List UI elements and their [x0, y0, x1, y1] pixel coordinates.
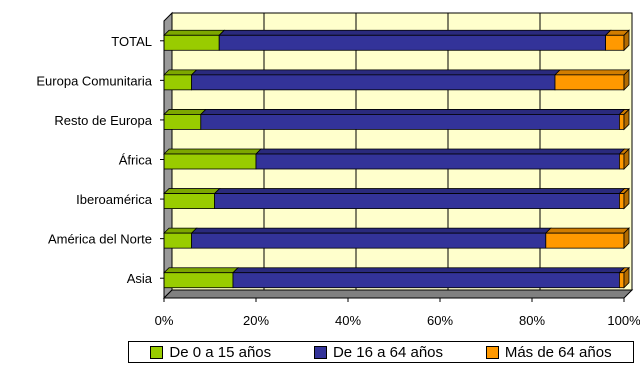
x-tick-label-0: 0% — [155, 313, 174, 328]
bar-1-1-top — [192, 70, 560, 75]
legend-swatch-2 — [486, 346, 499, 359]
bar-0-2 — [606, 35, 624, 50]
bar-4-0 — [164, 194, 215, 209]
bar-2-2 — [619, 114, 624, 129]
bar-3-0-top — [164, 149, 261, 154]
x-tick-label-2: 40% — [335, 313, 361, 328]
bar-1-2-top — [555, 70, 629, 75]
legend-label-1: De 16 a 64 años — [333, 344, 443, 361]
legend-swatch-1 — [314, 346, 327, 359]
legend-item-0: De 0 a 15 años — [150, 344, 271, 361]
legend-item-1: De 16 a 64 años — [314, 344, 443, 361]
bar-3-2 — [619, 154, 624, 169]
bar-3-1 — [256, 154, 619, 169]
category-label-6: Asia — [127, 271, 153, 286]
bar-5-1 — [192, 233, 546, 248]
bar-3-1-top — [256, 149, 624, 154]
bar-6-1 — [233, 273, 619, 288]
bar-1-0-top — [164, 70, 197, 75]
category-label-2: Resto de Europa — [54, 113, 152, 128]
bar-4-1-top — [215, 189, 625, 194]
legend-label-0: De 0 a 15 años — [169, 344, 271, 361]
bar-2-0-top — [164, 109, 206, 114]
chart-legend: De 0 a 15 años De 16 a 64 años Más de 64… — [128, 341, 634, 363]
bar-4-2 — [619, 194, 624, 209]
x-tick-label-3: 60% — [427, 313, 453, 328]
bar-0-0-top — [164, 30, 224, 35]
legend-swatch-0 — [150, 346, 163, 359]
bar-6-2 — [619, 273, 624, 288]
bar-2-1-top — [201, 109, 625, 114]
x-tick-label-5: 100% — [607, 313, 640, 328]
bar-1-2 — [555, 75, 624, 90]
category-label-1: Europa Comunitaria — [36, 73, 152, 88]
plot-floor — [164, 290, 632, 298]
bar-5-1-top — [192, 228, 551, 233]
bar-6-1-top — [233, 268, 624, 273]
x-tick-label-4: 80% — [519, 313, 545, 328]
category-label-4: Iberoamérica — [76, 192, 153, 207]
bar-5-2-top — [546, 228, 629, 233]
bar-0-1 — [219, 35, 605, 50]
bar-2-1 — [201, 114, 620, 129]
bar-1-1 — [192, 75, 555, 90]
bar-4-1 — [215, 194, 620, 209]
legend-item-2: Más de 64 años — [486, 344, 612, 361]
x-tick-label-1: 20% — [243, 313, 269, 328]
bar-6-0 — [164, 273, 233, 288]
bar-1-0 — [164, 75, 192, 90]
bar-3-0 — [164, 154, 256, 169]
category-label-3: África — [119, 153, 153, 168]
legend-label-2: Más de 64 años — [505, 344, 612, 361]
bar-5-2 — [546, 233, 624, 248]
bar-4-0-top — [164, 189, 220, 194]
bar-5-0 — [164, 233, 192, 248]
category-label-0: TOTAL — [111, 34, 152, 49]
bar-0-1-top — [219, 30, 610, 35]
category-label-5: América del Norte — [48, 232, 152, 247]
bar-2-0 — [164, 114, 201, 129]
bar-6-0-top — [164, 268, 238, 273]
bar-5-0-top — [164, 228, 197, 233]
bar-0-0 — [164, 35, 219, 50]
